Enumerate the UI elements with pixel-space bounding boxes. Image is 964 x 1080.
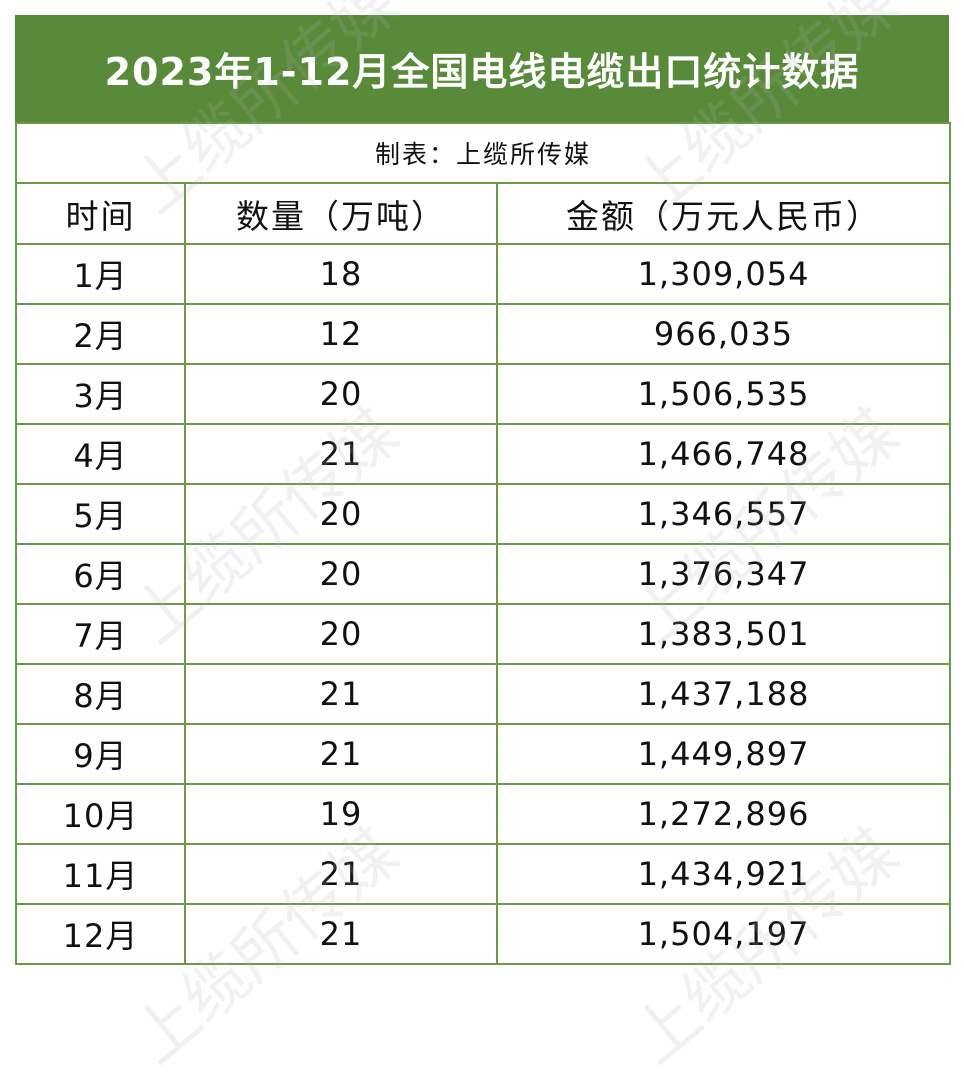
cell-month: 3月 (15, 363, 186, 425)
table-row: 7月 20 1,383,501 (15, 603, 951, 665)
table-body: 制表：上缆所传媒 时间 数量（万吨） 金额（万元人民币） 1月 18 1,309,0… (15, 122, 951, 965)
cell-amount: 1,504,197 (496, 903, 951, 965)
cell-month: 12月 (15, 903, 186, 965)
statistics-sheet: 2023年1-12月全国电线电缆出口统计数据 制表：上缆所传媒 时间 数量（万吨… (15, 15, 951, 965)
cell-month: 10月 (15, 783, 186, 845)
cell-month: 8月 (15, 663, 186, 725)
cell-quantity: 21 (184, 423, 498, 485)
table-row: 4月 21 1,466,748 (15, 423, 951, 485)
table-row: 6月 20 1,376,347 (15, 543, 951, 605)
subtitle-row: 制表：上缆所传媒 (15, 122, 951, 184)
cell-month: 5月 (15, 483, 186, 545)
column-header-amount: 金额（万元人民币） (496, 182, 951, 245)
table-row: 2月 12 966,035 (15, 303, 951, 365)
table-row: 12月 21 1,504,197 (15, 903, 951, 965)
header-row: 时间 数量（万吨） 金额（万元人民币） (15, 182, 951, 245)
cell-month: 4月 (15, 423, 186, 485)
cell-quantity: 20 (184, 483, 498, 545)
table-title: 2023年1-12月全国电线电缆出口统计数据 (15, 15, 949, 122)
table-row: 11月 21 1,434,921 (15, 843, 951, 905)
cell-amount: 966,035 (496, 303, 951, 365)
cell-month: 7月 (15, 603, 186, 665)
cell-amount: 1,466,748 (496, 423, 951, 485)
export-data-table: 制表：上缆所传媒 时间 数量（万吨） 金额（万元人民币） 1月 18 1,309,0… (15, 122, 951, 965)
cell-amount: 1,437,188 (496, 663, 951, 725)
cell-quantity: 21 (184, 723, 498, 785)
table-subtitle: 制表：上缆所传媒 (15, 122, 951, 184)
cell-quantity: 20 (184, 363, 498, 425)
cell-amount: 1,449,897 (496, 723, 951, 785)
cell-amount: 1,346,557 (496, 483, 951, 545)
table-row: 10月 19 1,272,896 (15, 783, 951, 845)
table-row: 9月 21 1,449,897 (15, 723, 951, 785)
cell-amount: 1,506,535 (496, 363, 951, 425)
table-row: 3月 20 1,506,535 (15, 363, 951, 425)
cell-month: 6月 (15, 543, 186, 605)
cell-quantity: 21 (184, 903, 498, 965)
cell-month: 11月 (15, 843, 186, 905)
cell-amount: 1,309,054 (496, 243, 951, 305)
column-header-time: 时间 (15, 182, 186, 245)
cell-quantity: 21 (184, 663, 498, 725)
cell-month: 1月 (15, 243, 186, 305)
cell-quantity: 21 (184, 843, 498, 905)
cell-amount: 1,434,921 (496, 843, 951, 905)
table-row: 1月 18 1,309,054 (15, 243, 951, 305)
table-row: 5月 20 1,346,557 (15, 483, 951, 545)
cell-month: 2月 (15, 303, 186, 365)
table-row: 8月 21 1,437,188 (15, 663, 951, 725)
cell-amount: 1,272,896 (496, 783, 951, 845)
cell-quantity: 18 (184, 243, 498, 305)
cell-amount: 1,376,347 (496, 543, 951, 605)
cell-quantity: 12 (184, 303, 498, 365)
cell-quantity: 20 (184, 603, 498, 665)
cell-quantity: 20 (184, 543, 498, 605)
cell-quantity: 19 (184, 783, 498, 845)
cell-month: 9月 (15, 723, 186, 785)
cell-amount: 1,383,501 (496, 603, 951, 665)
column-header-quantity: 数量（万吨） (184, 182, 498, 245)
